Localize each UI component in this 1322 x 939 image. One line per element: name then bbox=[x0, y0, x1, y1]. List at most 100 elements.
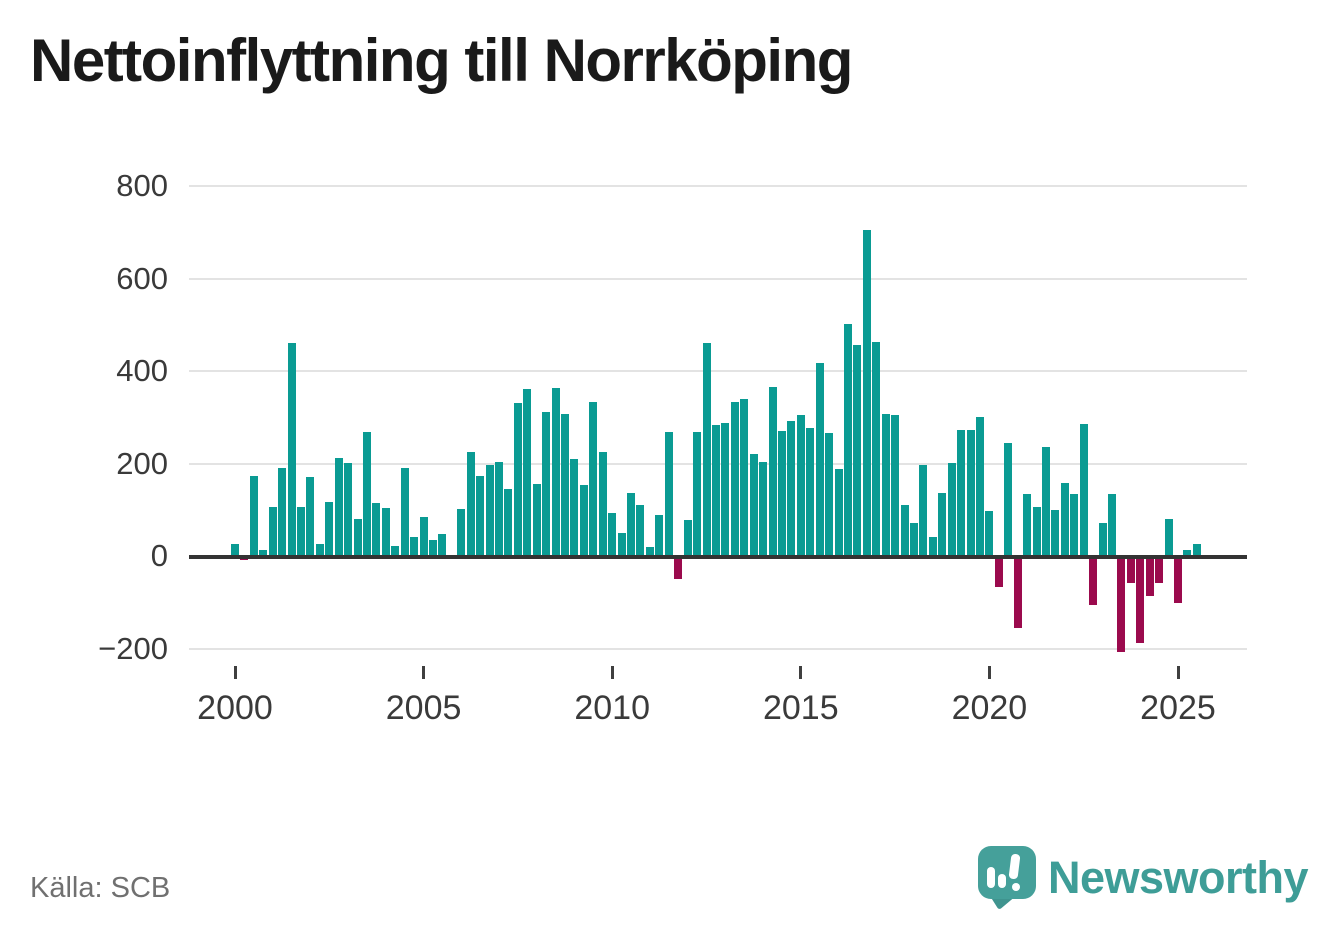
gridline-y600 bbox=[189, 277, 1247, 280]
bar-2002q2 bbox=[315, 544, 324, 556]
bar-2019q1 bbox=[947, 463, 956, 556]
bar-2017q1 bbox=[872, 341, 881, 556]
bar-2008q2 bbox=[542, 411, 551, 556]
bar-2005q2 bbox=[429, 539, 438, 556]
bar-2010q2 bbox=[617, 532, 626, 556]
x-tick-2010 bbox=[610, 666, 614, 679]
x-axis-label-2010: 2010 bbox=[574, 689, 650, 727]
bar-2003q2 bbox=[353, 519, 362, 556]
bar-2018q1 bbox=[909, 522, 918, 556]
bar-2001q1 bbox=[268, 506, 277, 556]
x-tick-2005 bbox=[422, 666, 426, 679]
bar-2011q3 bbox=[664, 432, 673, 556]
bar-2023q3 bbox=[1117, 556, 1126, 652]
newsworthy-wordmark: Newsworthy bbox=[1048, 852, 1309, 903]
x-axis-label-2015: 2015 bbox=[762, 689, 839, 727]
bar-2007q2 bbox=[504, 488, 513, 556]
bar-2000q3 bbox=[249, 476, 258, 556]
bar-2021q4 bbox=[1051, 510, 1060, 556]
bar-2022q3 bbox=[1079, 424, 1088, 556]
bar-2009q3 bbox=[589, 401, 598, 556]
bar-2020q2 bbox=[994, 556, 1003, 587]
bar-2002q3 bbox=[325, 502, 334, 556]
newsworthy-logo: Newsworthy bbox=[978, 844, 1309, 914]
bar-2021q3 bbox=[1041, 447, 1050, 556]
bar-2015q1 bbox=[796, 414, 805, 556]
bar-2018q3 bbox=[928, 536, 937, 556]
bar-2020q1 bbox=[985, 511, 994, 556]
chart-title: Nettoinflyttning till Norrköping bbox=[30, 27, 853, 94]
bar-2021q2 bbox=[1032, 507, 1041, 556]
x-axis-label-2005: 2005 bbox=[385, 689, 462, 727]
bar-2002q1 bbox=[306, 477, 315, 556]
logo-exclamation-dot bbox=[1012, 883, 1020, 891]
gridline-y400 bbox=[189, 370, 1247, 372]
bar-2002q4 bbox=[334, 457, 343, 556]
bar-2023q4 bbox=[1126, 556, 1135, 584]
bar-2020q4 bbox=[1013, 556, 1022, 629]
bar-2008q3 bbox=[551, 387, 560, 556]
bar-2009q2 bbox=[579, 484, 588, 556]
bar-2004q3 bbox=[400, 467, 409, 556]
y-axis-label-0: 0 bbox=[150, 538, 168, 573]
bar-2011q1 bbox=[645, 546, 654, 556]
bar-2017q3 bbox=[891, 415, 900, 556]
bar-2009q1 bbox=[570, 458, 579, 556]
bar-2020q3 bbox=[1004, 442, 1013, 556]
bar-2016q1 bbox=[834, 468, 843, 556]
bar-2006q2 bbox=[466, 452, 475, 556]
bar-2010q1 bbox=[608, 512, 617, 556]
x-axis-label-2020: 2020 bbox=[951, 689, 1028, 727]
x-tick-2020 bbox=[987, 666, 991, 679]
x-axis-label-2025: 2025 bbox=[1140, 689, 1216, 727]
bar-2001q3 bbox=[287, 342, 296, 556]
bar-2017q2 bbox=[881, 413, 890, 556]
bar-2007q4 bbox=[523, 388, 532, 556]
bar-2014q1 bbox=[759, 462, 768, 556]
bar-2025q3 bbox=[1192, 543, 1201, 556]
y-axis-label-800: 800 bbox=[116, 168, 168, 203]
bar-2015q4 bbox=[825, 432, 834, 556]
bar-2014q3 bbox=[777, 430, 786, 556]
y-axis-label--200: −200 bbox=[98, 630, 168, 666]
bar-2013q2 bbox=[730, 401, 739, 556]
bar-2009q4 bbox=[598, 452, 607, 556]
y-axis-label-400: 400 bbox=[116, 353, 168, 388]
x-tick-2000 bbox=[233, 666, 237, 679]
bar-2024q1 bbox=[1136, 556, 1145, 644]
bar-2019q4 bbox=[975, 416, 984, 556]
bar-2022q2 bbox=[1070, 494, 1079, 556]
bar-2019q2 bbox=[957, 429, 966, 556]
bar-2006q1 bbox=[457, 508, 466, 556]
x-axis-label-2000: 2000 bbox=[197, 689, 273, 727]
bar-2003q1 bbox=[344, 462, 353, 556]
x-tick-2025 bbox=[1176, 666, 1180, 679]
bar-2000q1 bbox=[231, 544, 239, 556]
bar-2015q2 bbox=[806, 428, 815, 556]
bar-2003q4 bbox=[372, 503, 381, 556]
bar-2010q3 bbox=[627, 493, 636, 556]
x-tick-2015 bbox=[799, 666, 803, 679]
bar-2022q1 bbox=[1060, 483, 1069, 556]
bar-2006q4 bbox=[485, 464, 494, 556]
logo-chart-bar bbox=[998, 874, 1006, 888]
bar-2006q3 bbox=[476, 475, 485, 556]
bar-2010q4 bbox=[636, 505, 645, 556]
source-label: Källa: SCB bbox=[30, 872, 171, 904]
bar-2019q3 bbox=[966, 430, 975, 556]
bar-2023q1 bbox=[1098, 522, 1107, 556]
bar-2007q3 bbox=[513, 402, 522, 556]
bar-chart-speech-bubble-icon bbox=[978, 846, 1036, 912]
bar-2013q3 bbox=[740, 398, 749, 556]
bar-2005q3 bbox=[438, 534, 447, 556]
bar-2008q4 bbox=[561, 413, 570, 556]
bar-2014q2 bbox=[768, 387, 777, 556]
bar-2025q1 bbox=[1174, 556, 1182, 603]
bar-2013q4 bbox=[749, 453, 758, 556]
bar-2004q2 bbox=[391, 545, 400, 556]
bar-2024q2 bbox=[1145, 556, 1154, 597]
logo-chart-bar bbox=[987, 867, 995, 888]
bar-2007q1 bbox=[495, 461, 504, 556]
bar-2012q3 bbox=[702, 342, 711, 556]
